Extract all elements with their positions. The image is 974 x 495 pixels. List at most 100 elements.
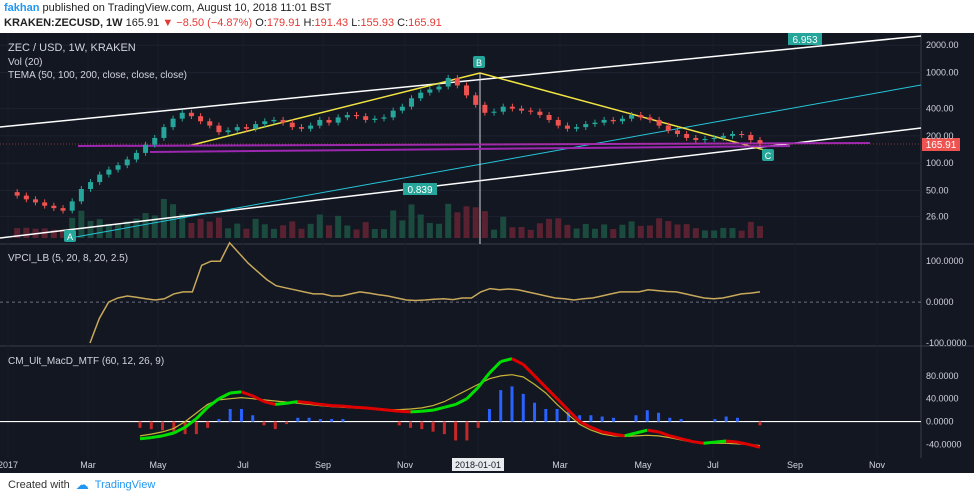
candle-body [33,199,39,203]
candle-body [14,192,20,196]
support-line-2 [149,145,791,153]
main-pane-title: ZEC / USD, 1W, KRAKEN [8,42,136,54]
macd-line-segment [297,400,310,405]
macd-histogram-bar [138,421,142,428]
publish-line: fakhan published on TradingView.com, Aug… [4,2,331,14]
volume-bar [720,227,727,238]
macd-line-segment [737,440,750,446]
candle-body [179,112,185,119]
macd-line-segment [647,428,659,434]
macd-line-segment [365,406,377,411]
macd-histogram-bar [161,421,165,431]
volume-bar [619,224,626,238]
volume-bar [390,210,397,238]
volume-bar [344,225,351,238]
macd-line-segment [624,431,637,438]
macd-line-segment [275,401,287,406]
macd-histogram-bar [713,419,717,422]
macd-histogram-bar [251,415,255,422]
candle-body [188,112,194,117]
volume-bar [215,217,222,238]
candles [14,74,763,214]
volume-bar [399,220,406,238]
price-tick-label: 2000.00 [926,40,959,50]
macd-line-segment [578,420,592,429]
vpci-pane [0,241,921,344]
macd-histogram-bar [600,416,604,422]
macd-histogram-bar [239,409,243,422]
volume-bar [381,229,387,238]
candle-body [509,106,515,109]
candle-body [42,202,48,206]
candle-body [152,137,158,145]
macd-line-segment [692,440,704,445]
candle-body [629,115,635,119]
candle-body [308,125,314,129]
candle-body [638,115,644,118]
volume-bar [225,228,232,238]
candle-body [702,138,708,141]
date-tick-label: 2017 [0,460,18,470]
macd-histogram-bar [217,419,221,422]
macd-line-segment [218,391,231,401]
macd-line-segment [410,409,422,414]
volume-bar [243,228,250,238]
candle-body [363,116,369,120]
price-tick-label: 26.00 [926,211,949,221]
macd-histogram-bar [262,421,266,426]
volume-bar [353,229,360,238]
macd-histogram-bar [465,421,469,441]
macd-histogram-bar [521,393,525,422]
macd-line-segment [240,390,254,398]
tema-indicator-label: TEMA (50, 100, 200, close, close, close) [8,70,187,81]
macd-line-segment [421,408,434,413]
volume-bar [536,223,543,238]
candle-body [69,201,75,211]
candle-body [757,140,763,144]
volume-bar [729,228,736,238]
tradingview-brand[interactable]: TradingView [94,479,156,491]
open-label: O: [255,17,267,29]
volume-bar [711,230,718,238]
candle-body [198,116,204,122]
macd-line-segment [320,402,332,408]
volume-bar [646,225,653,238]
volume-bar [637,225,644,238]
candle-body [665,125,671,131]
volume-bar [50,229,57,238]
macd-line-segment [680,437,693,444]
candle-body [464,85,470,96]
chart-area[interactable]: A B C 6.953 0.839 165.91 2000.00 1000.00 400.00… [0,33,974,473]
volume-bar [555,218,562,238]
vpci-line [89,241,761,344]
candle-body [326,119,332,123]
macd-line-segment [139,436,152,441]
price-tick-label: 400.00 [926,104,954,114]
candle-body [739,134,745,136]
author-name[interactable]: fakhan [4,2,40,14]
macd-line-segment [533,374,547,389]
vpci-tick-label: -100.0000 [926,338,967,348]
volume-bar [509,227,516,238]
candle-body [482,104,488,113]
macd-line-segment [488,360,502,375]
candle-body [271,119,277,122]
pattern-label-b: B [476,58,482,68]
candle-body [344,115,350,118]
price-tick-label: 50.00 [926,186,949,196]
macd-line-segment [286,400,299,405]
volume-bar [170,204,177,238]
vpci-tick-label: 0.0000 [926,297,954,307]
candle-body [537,111,543,116]
macd-line-segment [748,442,761,449]
open-value: 179.91 [266,17,301,29]
volume-bar [436,223,443,238]
grid [0,33,921,458]
macd-line-segment [590,425,603,434]
volume-bar [683,224,690,238]
tradingview-logo-icon[interactable]: ☁ [75,477,89,492]
volume-bar [610,229,617,238]
macd-histogram-bar [172,421,176,432]
volume-bar [408,204,415,238]
volume-bar [234,223,241,238]
